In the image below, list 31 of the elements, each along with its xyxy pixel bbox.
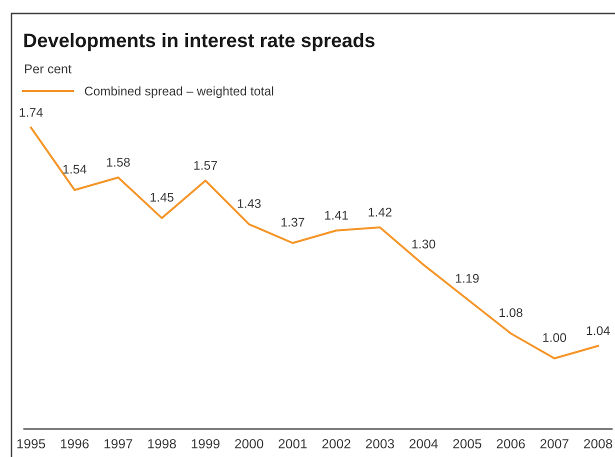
x-tick-label: 2007 [540, 439, 568, 448]
data-label: 1.41 [325, 211, 348, 220]
x-tick-label: 1997 [104, 439, 132, 448]
x-tick-label: 1999 [192, 439, 220, 448]
x-tick-label: 2008 [584, 439, 612, 448]
chart-title: Developments in interest rate spreads [24, 33, 374, 52]
data-label: 1.45 [150, 192, 174, 202]
data-label: 1.54 [63, 164, 86, 174]
x-tick-label: 1998 [148, 439, 176, 448]
data-label: 1.00 [543, 333, 566, 342]
data-label: 1.08 [500, 308, 522, 318]
x-tick-label: 2000 [235, 439, 264, 448]
data-label: 1.30 [412, 240, 436, 248]
data-label: 1.57 [194, 161, 217, 170]
data-label: 1.58 [107, 158, 130, 167]
x-tick-label: 2006 [496, 439, 525, 448]
data-label: 1.74 [20, 108, 43, 117]
data-label: 1.43 [238, 199, 261, 208]
x-tick-label: 2002 [322, 439, 350, 448]
data-label: 1.37 [281, 218, 304, 227]
x-tick-label: 2004 [410, 439, 438, 448]
data-label: 1.19 [456, 274, 479, 283]
legend-label: Combined spread – weighted total [84, 86, 274, 98]
chart-subtitle: Per cent [25, 64, 72, 74]
x-tick-label: 2005 [453, 439, 482, 448]
data-label: 1.42 [368, 208, 392, 216]
x-tick-label: 2001 [278, 439, 307, 448]
x-tick-label: 2003 [366, 439, 394, 448]
x-tick-label: 1995 [17, 439, 46, 448]
data-label: 1.04 [586, 326, 610, 336]
x-tick-label: 1996 [60, 439, 89, 448]
